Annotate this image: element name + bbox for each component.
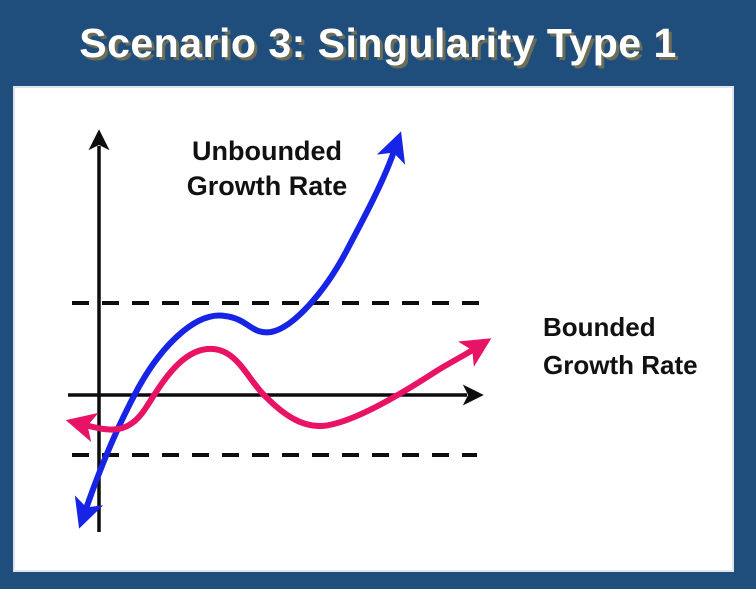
unbounded-label-line1: Unbounded xyxy=(192,136,342,166)
title-bar: Scenario 3: Singularity Type 1 xyxy=(0,0,756,86)
unbounded-label-line2: Growth Rate xyxy=(186,171,348,201)
page-title: Scenario 3: Singularity Type 1 xyxy=(79,19,677,66)
unbounded-growth-rate-label: Unbounded Growth Rate xyxy=(162,134,372,204)
growth-rate-diagram xyxy=(65,129,492,532)
bounded-label-line2: Growth Rate xyxy=(543,350,698,380)
bounded-growth-rate-label: Bounded Growth Rate xyxy=(543,308,733,384)
bounded-growth-curve xyxy=(65,338,492,443)
bounded-label-line1: Bounded xyxy=(543,312,656,342)
diagram-panel: Unbounded Growth Rate Bounded Growth Rat… xyxy=(13,86,734,572)
